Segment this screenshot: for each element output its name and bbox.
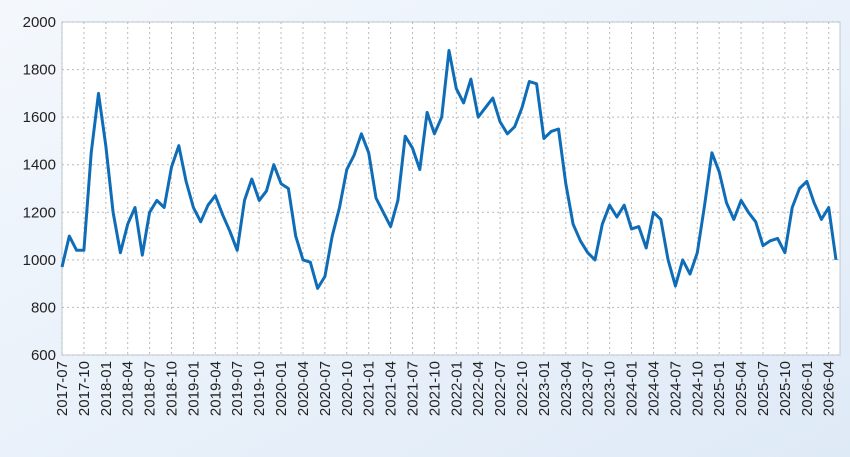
- x-tick-label: 2019-01: [185, 361, 202, 416]
- x-tick-label: 2023-04: [558, 361, 575, 416]
- x-tick-label: 2021-10: [426, 361, 443, 416]
- x-tick-label: 2019-07: [229, 361, 246, 416]
- y-tick-label: 1600: [23, 109, 56, 126]
- x-tick-label: 2025-01: [711, 361, 728, 416]
- x-tick-label: 2019-04: [207, 361, 224, 416]
- x-tick-label: 2018-04: [120, 361, 137, 416]
- x-tick-label: 2024-07: [667, 361, 684, 416]
- x-tick-label: 2021-01: [361, 361, 378, 416]
- x-tick-label: 2025-07: [755, 361, 772, 416]
- x-tick-label: 2025-10: [777, 361, 794, 416]
- x-tick-label: 2024-04: [645, 361, 662, 416]
- x-tick-label: 2024-10: [689, 361, 706, 416]
- x-tick-label: 2023-07: [580, 361, 597, 416]
- x-tick-label: 2020-04: [295, 361, 312, 416]
- plot-area: [61, 21, 841, 356]
- x-tick-label: 2017-07: [54, 361, 71, 416]
- x-tick-label: 2021-07: [404, 361, 421, 416]
- x-tick-label: 2018-01: [98, 361, 115, 416]
- y-tick-label: 2000: [23, 14, 56, 31]
- x-tick-label: 2018-07: [142, 361, 159, 416]
- x-tick-label: 2020-01: [273, 361, 290, 416]
- x-tick-label: 2017-10: [76, 361, 93, 416]
- y-tick-label: 600: [31, 347, 56, 364]
- x-tick-label: 2023-10: [602, 361, 619, 416]
- x-tick-label: 2026-01: [799, 361, 816, 416]
- x-tick-label: 2020-10: [339, 361, 356, 416]
- x-tick-label: 2024-01: [624, 361, 641, 416]
- x-tick-label: 2026-04: [821, 361, 838, 416]
- y-tick-label: 1400: [23, 157, 56, 174]
- line: [60, 49, 838, 290]
- x-tick-label: 2021-04: [383, 361, 400, 416]
- y-tick-label: 800: [31, 299, 56, 316]
- x-tick-label: 2022-01: [448, 361, 465, 416]
- x-tick-label: 2019-10: [251, 361, 268, 416]
- x-tick-label: 2025-04: [733, 361, 750, 416]
- x-tick-label: 2022-07: [492, 361, 509, 416]
- y-tick-label: 1200: [23, 204, 56, 221]
- x-tick-label: 2020-07: [317, 361, 334, 416]
- x-tick-label: 2022-04: [470, 361, 487, 416]
- x-tick-label: 2018-10: [164, 361, 181, 416]
- y-tick-label: 1000: [23, 252, 56, 269]
- x-tick-label: 2022-10: [514, 361, 531, 416]
- y-tick-label: 1800: [23, 62, 56, 79]
- x-tick-label: 2023-01: [536, 361, 553, 416]
